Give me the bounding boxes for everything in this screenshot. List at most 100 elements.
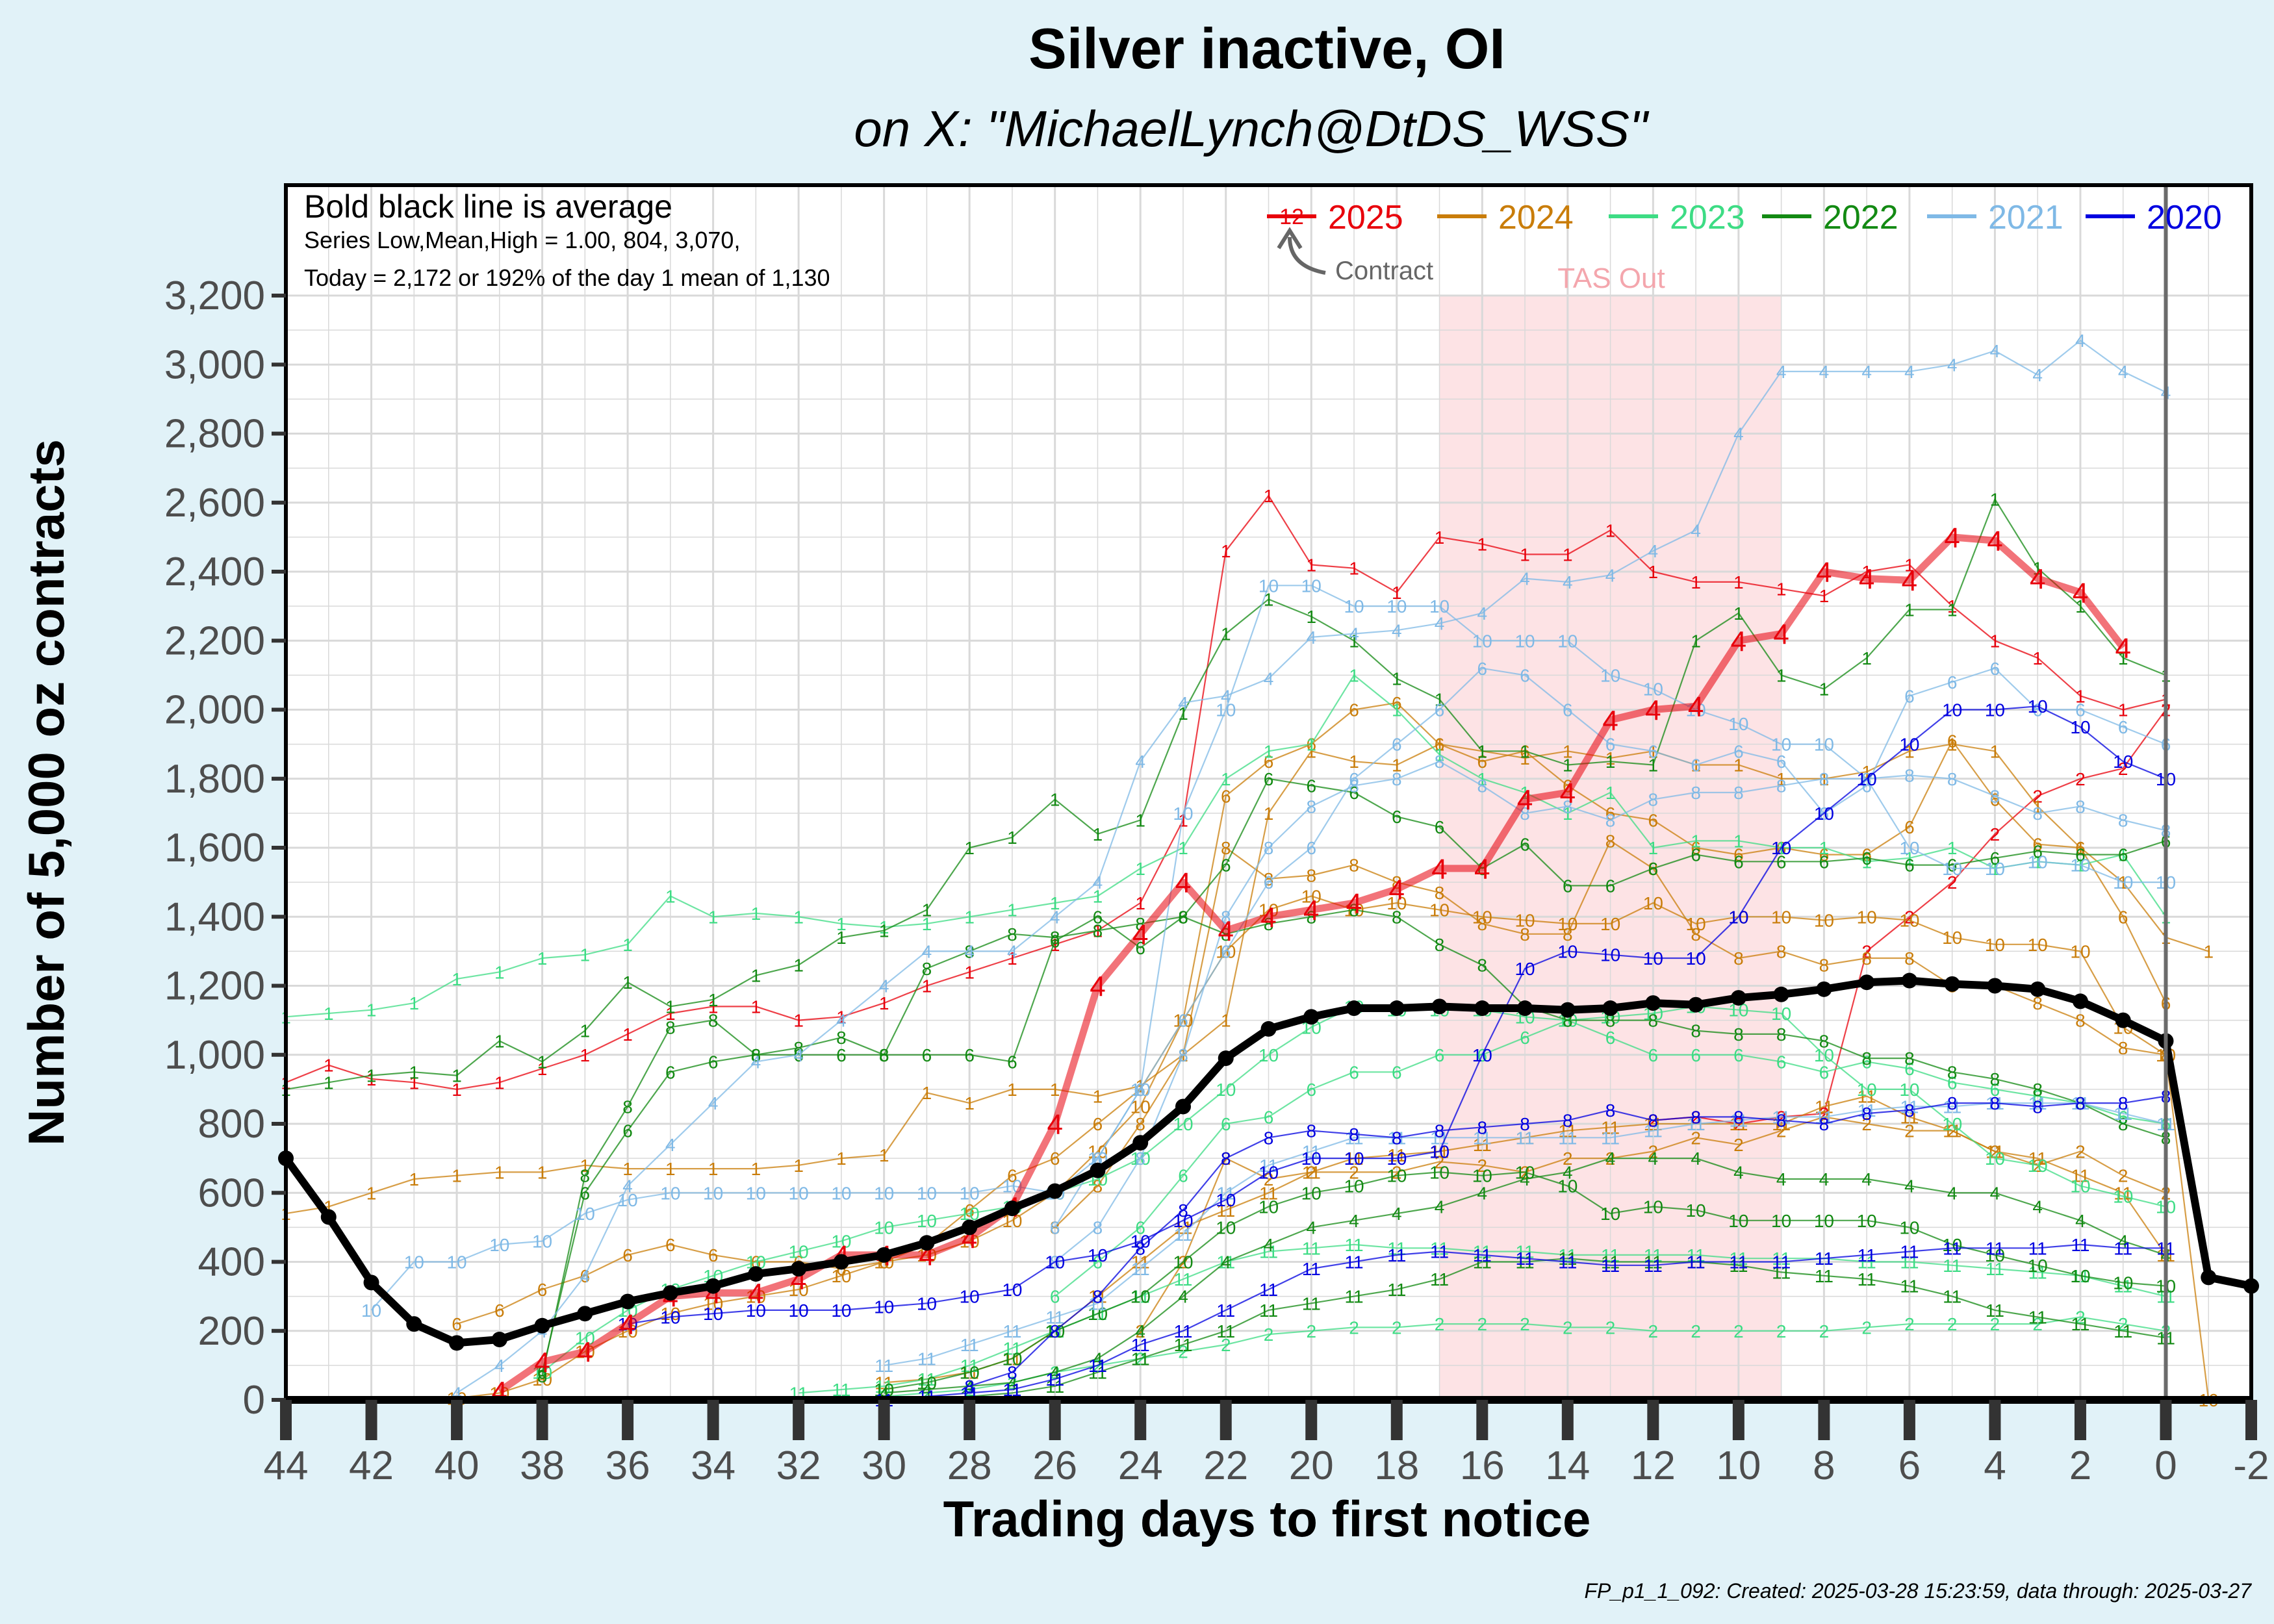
point-label: 8 — [1947, 1062, 1958, 1082]
point-label: 10 — [1386, 893, 1407, 913]
point-label: 2 — [2118, 1166, 2128, 1186]
point-label: 10 — [1088, 1245, 1108, 1265]
point-label: 4 — [1691, 520, 1701, 540]
point-label: 11 — [1729, 1252, 1748, 1273]
point-label: 4 — [1733, 424, 1744, 444]
x-tick-mark — [536, 1400, 548, 1440]
point-label: 1 — [1050, 1080, 1060, 1100]
point-label: 8 — [1733, 1024, 1744, 1045]
series-2020-contract-8: 8 8 8 8 8 8 8 8 8 8 8 8 8 8 8 8 8 8 8 8 8 8 8 8 8 8 8 8 8 — [964, 1087, 2171, 1397]
point-label: 11 — [1003, 1321, 1021, 1341]
point-label: 4 — [922, 941, 932, 961]
point-label: 6 — [2032, 1087, 2043, 1107]
point-label: 8 — [1819, 1032, 1830, 1052]
point-label: 1 — [964, 1093, 975, 1113]
point-label: 6 — [1733, 845, 1744, 865]
point-label: 1 — [665, 886, 676, 906]
point-label: 6 — [1477, 752, 1488, 772]
point-label: 2 — [1947, 872, 1958, 893]
point-label: 1 — [1691, 631, 1701, 651]
point-label: 6 — [2032, 841, 2043, 861]
point-label: 1 — [1819, 679, 1830, 700]
point-label: 6 — [1435, 735, 1445, 755]
point-label: 8 — [1904, 1048, 1915, 1069]
point-label: 6 — [708, 1245, 719, 1265]
x-tick-mark — [1903, 1400, 1915, 1440]
point-label: 11 — [1516, 1252, 1535, 1273]
y-axis-title: Number of 5,000 oz contracts — [18, 439, 75, 1146]
point-label: 2 — [1904, 1314, 1915, 1334]
point-label: 6 — [1990, 1080, 2000, 1100]
average-point — [1047, 1183, 1063, 1199]
point-label: 1 — [2118, 648, 2128, 668]
x-tick-label: 6 — [1898, 1443, 1921, 1488]
point-label: 10 — [874, 1183, 894, 1203]
point-label: 6 — [1007, 1052, 1017, 1072]
point-label: 4 — [1605, 1148, 1616, 1169]
point-label: 11 — [1644, 1121, 1663, 1141]
point-label: 4 — [1773, 619, 1789, 651]
point-label: 6 — [1776, 1052, 1787, 1072]
point-label: 4 — [1688, 691, 1704, 723]
point-label: 1 — [1306, 735, 1316, 755]
point-label: 1 — [1776, 665, 1787, 685]
point-label: 10 — [874, 1217, 894, 1237]
point-label: 2 — [1691, 1128, 1701, 1148]
point-label: 10 — [1386, 596, 1407, 616]
point-label: 10 — [917, 1183, 937, 1203]
point-label: 6 — [1947, 856, 1958, 876]
point-label: 1 — [1093, 1087, 1103, 1107]
point-label: 1 — [1007, 900, 1017, 920]
x-tick-mark — [1561, 1400, 1574, 1440]
point-label: 1 — [1648, 755, 1659, 776]
point-label: 1 — [1135, 859, 1145, 879]
point-label: 10 — [660, 1183, 680, 1203]
point-label: 1 — [1050, 893, 1060, 913]
point-label: 4 — [922, 1380, 932, 1400]
point-label: 4 — [1563, 572, 1573, 592]
point-label: 11 — [1045, 1308, 1064, 1328]
point-label: 1 — [708, 996, 719, 1017]
average-point — [1175, 1098, 1191, 1115]
point-label: 4 — [1392, 620, 1402, 641]
point-label: 8 — [1050, 1321, 1060, 1341]
point-label: 6 — [2075, 838, 2086, 858]
point-label: 2 — [1819, 1321, 1830, 1341]
point-label: 1 — [494, 1162, 505, 1182]
point-label: 10 — [1600, 914, 1620, 934]
point-label: 8 — [1007, 1363, 1017, 1383]
point-label: 4 — [1819, 362, 1830, 382]
point-label: 1 — [1392, 700, 1402, 720]
point-label: 10 — [1514, 911, 1535, 931]
series-line — [884, 1102, 2166, 1366]
point-label: 8 — [1477, 1117, 1488, 1137]
point-label: 6 — [836, 1045, 847, 1065]
point-label: 6 — [1691, 845, 1701, 865]
point-label: 1 — [1648, 838, 1659, 858]
point-label: 10 — [789, 1242, 809, 1262]
point-label: 8 — [1349, 1124, 1359, 1145]
point-label: 10 — [1429, 900, 1450, 920]
legend-label: 2021 — [1988, 199, 2063, 236]
point-label: 6 — [1947, 731, 1958, 751]
point-label: 6 — [537, 1280, 548, 1300]
point-label: 6 — [1819, 1062, 1830, 1082]
point-label: 10 — [1344, 1176, 1364, 1197]
point-label: 4 — [620, 1309, 635, 1341]
point-label: 6 — [2118, 907, 2128, 927]
point-label: 4 — [1648, 1148, 1659, 1169]
point-label: 4 — [622, 1176, 633, 1197]
point-label: 10 — [1045, 1252, 1065, 1273]
point-label: 4 — [751, 1052, 761, 1072]
point-label: 11 — [1772, 1249, 1791, 1269]
point-label: 1 — [1691, 831, 1701, 851]
point-label: 10 — [2070, 1266, 2090, 1286]
point-label: 1 — [324, 1072, 334, 1093]
point-label: 11 — [2071, 1314, 2089, 1334]
point-label: 6 — [1050, 1287, 1060, 1307]
point-label: 1 — [922, 1083, 932, 1103]
average-point — [876, 1247, 892, 1263]
series-line — [884, 1171, 2166, 1391]
average-point — [2115, 1012, 2131, 1028]
